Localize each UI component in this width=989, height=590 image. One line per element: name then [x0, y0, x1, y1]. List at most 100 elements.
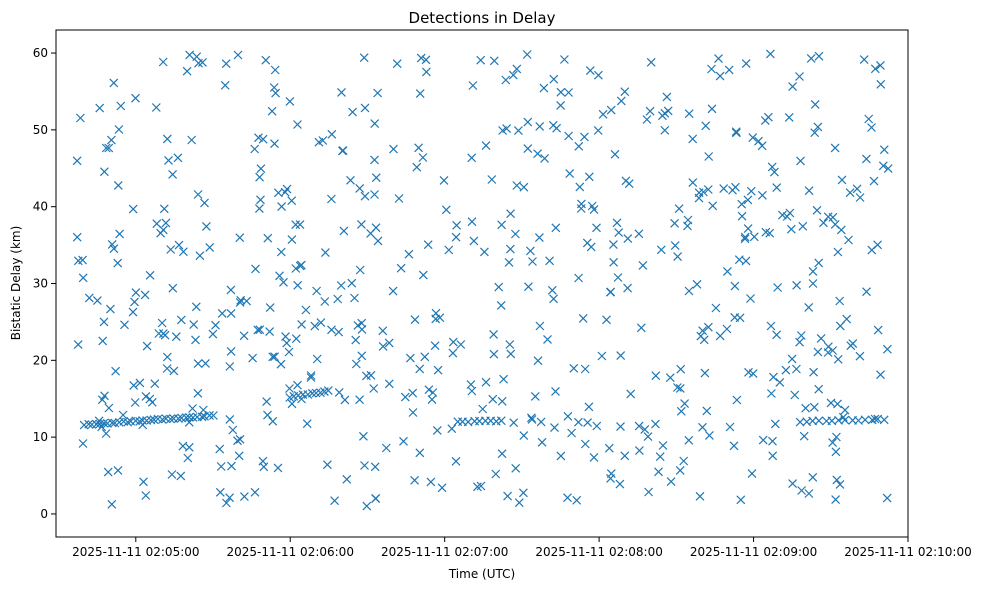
detection-marker	[810, 128, 820, 138]
y-tick-label: 50	[33, 123, 48, 137]
detection-marker	[113, 180, 123, 190]
detection-marker	[182, 66, 192, 76]
y-tick-label: 30	[33, 277, 48, 291]
detection-marker	[131, 288, 141, 298]
detection-marker	[797, 486, 807, 495]
detection-marker	[357, 324, 367, 334]
detection-marker	[370, 462, 380, 472]
detection-marker	[250, 144, 260, 154]
detection-marker	[533, 356, 543, 366]
detection-marker	[346, 175, 355, 185]
detection-marker	[158, 57, 168, 67]
detection-marker	[145, 270, 155, 280]
detection-marker	[211, 320, 220, 330]
detection-marker	[614, 228, 624, 238]
detection-marker	[741, 59, 751, 69]
detection-marker	[511, 463, 521, 473]
detection-marker	[534, 233, 544, 243]
detection-marker	[217, 308, 227, 318]
detection-marker	[834, 415, 843, 425]
x-tick-label: 2025-11-11 02:05:00	[72, 545, 199, 559]
detection-marker	[563, 411, 573, 421]
detection-marker	[533, 149, 543, 159]
detection-marker	[161, 218, 171, 228]
detection-marker	[285, 96, 295, 106]
detection-marker	[522, 50, 532, 59]
detection-marker	[423, 240, 433, 250]
detection-marker	[456, 340, 466, 349]
detection-marker	[578, 313, 588, 323]
detection-marker	[838, 412, 848, 422]
detection-marker	[263, 233, 273, 243]
detection-marker	[362, 501, 372, 511]
detection-marker	[489, 329, 499, 339]
detection-marker	[360, 103, 370, 113]
detection-marker	[330, 496, 340, 506]
detection-marker	[193, 359, 203, 369]
detection-marker	[162, 352, 172, 362]
detection-marker	[334, 327, 344, 337]
detection-marker	[113, 258, 123, 268]
detection-marker	[216, 462, 226, 471]
detection-marker	[259, 462, 269, 472]
detection-marker	[193, 190, 203, 199]
detection-marker	[226, 285, 236, 295]
detection-marker	[99, 167, 109, 177]
detection-marker	[613, 273, 623, 282]
detection-marker	[201, 358, 210, 368]
detection-marker	[273, 463, 283, 473]
detection-marker	[610, 149, 620, 159]
detection-marker	[788, 479, 798, 489]
detection-marker	[722, 324, 732, 334]
detection-marker	[479, 247, 489, 257]
detection-marker	[287, 235, 297, 245]
detection-marker	[496, 416, 506, 426]
detection-marker	[772, 330, 782, 340]
detection-marker	[282, 184, 292, 194]
detection-marker	[267, 106, 277, 116]
detection-marker	[855, 193, 865, 202]
detection-marker	[360, 461, 369, 470]
detection-marker	[567, 428, 577, 438]
detection-marker	[836, 225, 846, 235]
detection-marker	[743, 224, 753, 234]
detection-marker	[130, 398, 140, 407]
detection-marker	[120, 320, 129, 330]
detection-marker	[606, 469, 616, 479]
detection-marker	[394, 194, 404, 203]
detection-marker	[551, 223, 561, 233]
detection-marker	[654, 467, 663, 477]
detection-marker	[575, 182, 585, 192]
detection-marker	[250, 487, 260, 497]
detection-marker	[169, 366, 179, 376]
detection-marker	[646, 57, 656, 67]
detection-marker	[703, 185, 713, 194]
detection-marker	[846, 341, 856, 351]
detection-marker	[643, 432, 653, 442]
detection-marker	[530, 391, 540, 401]
detection-marker	[128, 204, 138, 214]
detection-marker	[295, 220, 305, 230]
detection-marker	[265, 327, 275, 337]
detection-marker	[424, 385, 434, 395]
detection-marker	[769, 167, 779, 177]
detection-marker	[430, 341, 440, 351]
detection-marker	[287, 399, 297, 409]
detection-marker	[116, 101, 126, 111]
detection-marker	[527, 414, 537, 424]
detection-marker	[732, 395, 742, 405]
detection-marker	[476, 481, 486, 491]
detection-marker	[99, 418, 109, 428]
detection-marker	[256, 195, 265, 205]
detection-marker	[796, 156, 805, 166]
detection-marker	[714, 54, 723, 64]
detection-marker	[208, 411, 218, 420]
detection-marker	[684, 435, 694, 445]
detection-marker	[166, 245, 176, 254]
detection-marker	[194, 58, 203, 68]
detection-marker	[101, 429, 111, 438]
detection-marker	[269, 83, 279, 92]
detection-marker	[270, 139, 279, 149]
detection-marker	[791, 364, 801, 374]
detection-marker	[692, 279, 702, 289]
